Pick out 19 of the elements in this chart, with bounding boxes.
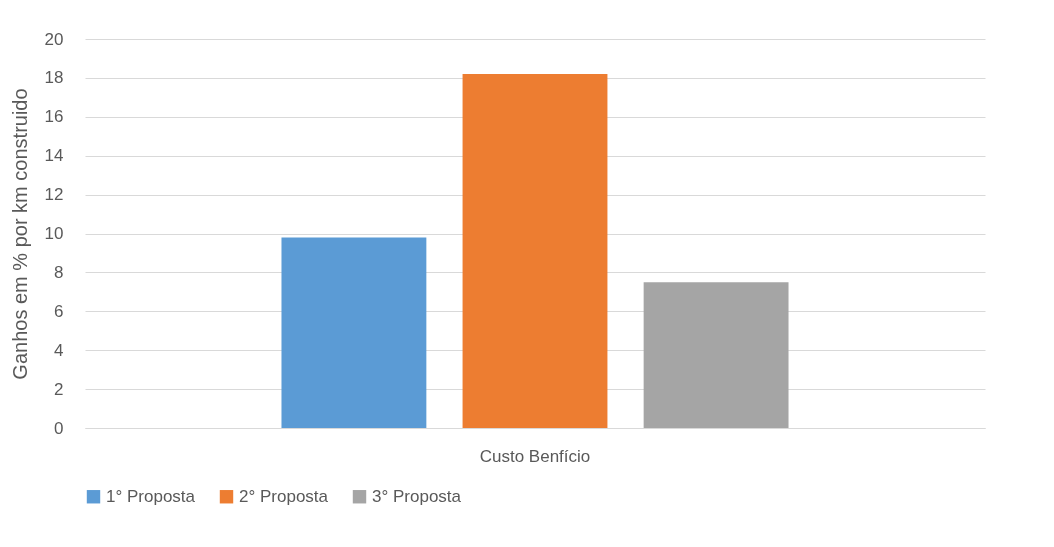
y-tick-label: 18 — [44, 68, 64, 88]
legend-label: 3° Proposta — [372, 486, 462, 506]
y-tick-label: 6 — [54, 301, 64, 321]
legend-label: 2° Proposta — [239, 486, 329, 506]
y-tick-label: 2 — [54, 379, 64, 399]
x-tick-label: Custo Benfício — [479, 446, 591, 466]
y-axis-title: Ganhos em % por km construido — [8, 88, 31, 380]
y-tick-label: 10 — [44, 224, 64, 243]
y-tick-label: 16 — [44, 107, 64, 127]
bar — [643, 282, 789, 428]
legend-label: 1° Proposta — [106, 486, 196, 506]
y-tick-label: 0 — [54, 418, 64, 438]
y-tick-label: 20 — [44, 29, 64, 49]
y-tick-label: 4 — [54, 340, 64, 360]
y-tick-label: 14 — [44, 146, 64, 166]
y-tick-label: 8 — [54, 262, 64, 282]
bar — [462, 74, 608, 428]
y-tick-label: 12 — [44, 185, 64, 205]
bar — [281, 237, 427, 428]
